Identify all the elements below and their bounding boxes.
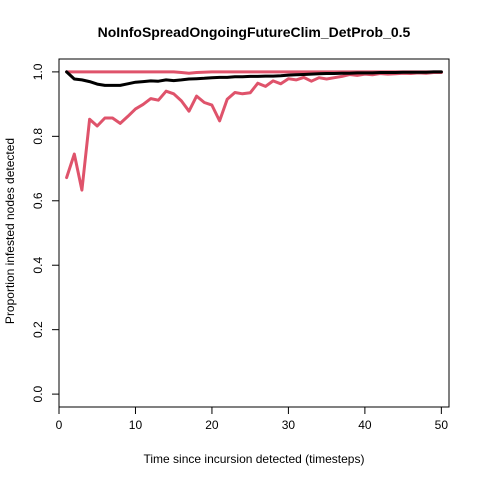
y-tick-label: 0.4 xyxy=(31,257,45,274)
y-axis-label: Proportion infested nodes detected xyxy=(3,138,17,324)
y-tick-label: 0.6 xyxy=(31,192,45,209)
x-axis-label: Time since incursion detected (timesteps… xyxy=(144,452,365,466)
x-tick-label: 50 xyxy=(435,418,449,432)
series-line-1 xyxy=(65,71,443,192)
series-line-3 xyxy=(65,70,443,87)
x-tick-label: 10 xyxy=(129,418,143,432)
x-tick-label: 0 xyxy=(56,418,63,432)
chart-title: NoInfoSpreadOngoingFutureClim_DetProb_0.… xyxy=(98,24,411,40)
x-axis: 0 10 20 30 40 50 xyxy=(56,406,449,432)
y-axis: 0.0 0.2 0.4 0.6 0.8 1.0 xyxy=(31,63,60,402)
y-tick-label: 0.0 xyxy=(31,385,45,402)
x-tick-label: 20 xyxy=(205,418,219,432)
y-tick-label: 0.8 xyxy=(31,128,45,145)
x-tick-label: 40 xyxy=(358,418,372,432)
series-layer xyxy=(65,70,443,192)
x-tick-label: 30 xyxy=(282,418,296,432)
y-tick-label: 1.0 xyxy=(31,63,45,80)
y-tick-label: 0.2 xyxy=(31,321,45,338)
plot-frame xyxy=(58,58,450,408)
